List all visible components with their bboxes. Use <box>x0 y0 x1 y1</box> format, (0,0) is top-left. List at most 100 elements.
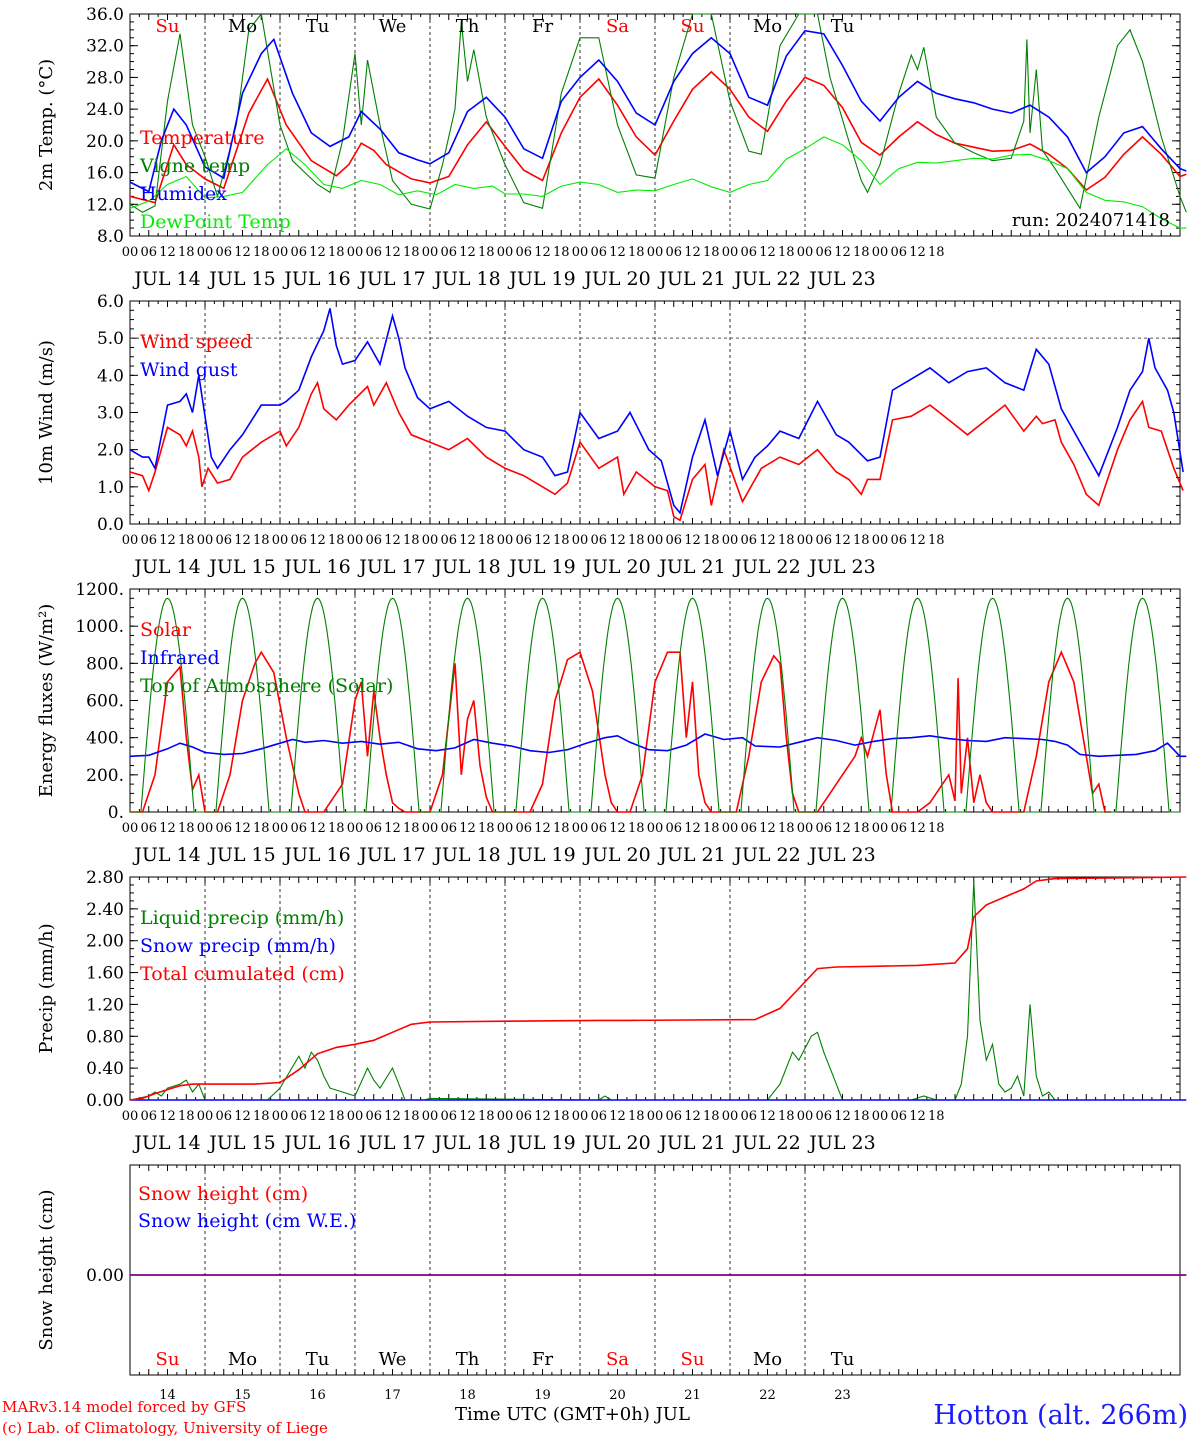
panel-4: 0.00 0.40 0.80 1.20 1.60 2.00 2.40 2.80 Precip (… <box>36 868 1187 1154</box>
hour-tick-label: 18 <box>928 245 945 260</box>
hour-tick-label: 12 <box>684 821 701 836</box>
hour-tick-label: 12 <box>309 533 326 548</box>
hour-tick-label: 12 <box>684 245 701 260</box>
hour-tick-label: 06 <box>365 245 382 260</box>
hour-tick-label: 12 <box>384 821 401 836</box>
hour-tick-label: 18 <box>253 821 270 836</box>
hour-tick-label: 18 <box>553 821 570 836</box>
hour-tick-label: 06 <box>290 533 307 548</box>
y-tick-label: 20.0 <box>86 132 124 152</box>
hour-tick-label: 18 <box>553 533 570 548</box>
day-label: JUL 20 <box>582 1132 650 1154</box>
hour-tick-label: 00 <box>722 533 739 548</box>
y-tick-label: 800. <box>86 654 124 674</box>
hour-tick-label: 00 <box>722 1109 739 1124</box>
hour-tick-label: 00 <box>272 821 289 836</box>
y-tick-label: 36.0 <box>86 5 124 25</box>
legend-entry: DewPoint Temp <box>140 211 291 233</box>
hour-tick-label: 06 <box>590 245 607 260</box>
hour-tick-label: 18 <box>328 533 345 548</box>
series-line <box>129 308 1184 515</box>
hour-tick-label: 00 <box>797 533 814 548</box>
hour-tick-label: 00 <box>422 533 439 548</box>
day-label: JUL 19 <box>507 556 575 578</box>
day-label: JUL 20 <box>582 844 650 866</box>
y-tick-label: 2.80 <box>86 868 124 888</box>
day-label: JUL 20 <box>582 556 650 578</box>
hour-tick-label: 00 <box>122 245 139 260</box>
hour-tick-label: 00 <box>797 1109 814 1124</box>
legend-entry: Snow precip (mm/h) <box>140 935 336 957</box>
hour-tick-label: 12 <box>159 245 176 260</box>
hour-tick-label: 00 <box>422 245 439 260</box>
y-tick-label: 2.40 <box>86 900 124 920</box>
hour-tick-label: 06 <box>215 1109 232 1124</box>
y-tick-label: 1.0 <box>97 478 124 498</box>
weekday-label: Mo <box>753 16 782 37</box>
day-label: JUL 21 <box>657 556 725 578</box>
hour-tick-label: 12 <box>834 821 851 836</box>
day-label: JUL 23 <box>807 1132 875 1154</box>
series-line <box>129 876 1187 1101</box>
hour-tick-label: 00 <box>197 1109 214 1124</box>
hour-tick-label: 06 <box>740 821 757 836</box>
hour-tick-label: 00 <box>722 821 739 836</box>
model-credit: MARv3.14 model forced by GFS <box>2 1398 247 1416</box>
hour-tick-label: 12 <box>609 533 626 548</box>
hour-tick-label: 00 <box>797 245 814 260</box>
hour-tick-label: 06 <box>290 1109 307 1124</box>
hour-tick-label: 06 <box>665 821 682 836</box>
weekday-label: Su <box>681 16 705 37</box>
weekday-label: Tu <box>306 16 330 37</box>
hour-tick-label: 12 <box>384 1109 401 1124</box>
y-tick-label: 0.00 <box>86 1266 124 1286</box>
hour-tick-label: 00 <box>197 245 214 260</box>
hour-tick-label: 12 <box>834 1109 851 1124</box>
y-tick-label: 600. <box>86 692 124 712</box>
series-line <box>130 650 1112 813</box>
hour-tick-label: 00 <box>197 821 214 836</box>
y-axis-title: 2m Temp. (°C) <box>36 59 57 191</box>
hour-tick-label: 18 <box>178 245 195 260</box>
x-axis-title: Time UTC (GMT+0h) JUL <box>455 1404 690 1425</box>
hour-tick-label: 00 <box>872 1109 889 1124</box>
hour-tick-label: 00 <box>572 1109 589 1124</box>
hour-tick-label: 06 <box>215 245 232 260</box>
hour-tick-label: 18 <box>778 821 795 836</box>
hour-tick-label: 06 <box>365 533 382 548</box>
y-tick-label: 200. <box>86 766 124 786</box>
y-tick-label: 1.20 <box>86 995 124 1015</box>
hour-tick-label: 18 <box>778 1109 795 1124</box>
hour-tick-label: 00 <box>347 821 364 836</box>
series-line <box>129 733 1187 758</box>
day-number: 21 <box>684 1388 701 1403</box>
hour-tick-label: 12 <box>684 1109 701 1124</box>
weekday-label: Tu <box>306 1349 330 1370</box>
day-label: JUL 23 <box>807 844 875 866</box>
hour-tick-label: 00 <box>347 1109 364 1124</box>
hour-tick-label: 00 <box>572 245 589 260</box>
plot-frame <box>129 300 1181 525</box>
hour-tick-label: 18 <box>178 821 195 836</box>
hour-tick-label: 06 <box>590 821 607 836</box>
hour-tick-label: 18 <box>553 245 570 260</box>
hour-tick-label: 06 <box>440 533 457 548</box>
legend-entry: Snow height (cm) <box>138 1183 308 1205</box>
legend-entry: Top of Atmosphere (Solar) <box>140 675 393 697</box>
hour-tick-label: 12 <box>459 821 476 836</box>
series-line <box>129 29 1187 193</box>
day-label: JUL 15 <box>207 268 275 290</box>
hour-tick-label: 12 <box>759 1109 776 1124</box>
day-number: 15 <box>234 1388 251 1403</box>
hour-tick-label: 00 <box>872 533 889 548</box>
hour-tick-label: 00 <box>872 821 889 836</box>
hour-tick-label: 12 <box>459 245 476 260</box>
hour-tick-label: 00 <box>572 821 589 836</box>
hour-tick-label: 12 <box>609 1109 626 1124</box>
hour-tick-label: 06 <box>290 245 307 260</box>
hour-tick-label: 06 <box>365 1109 382 1124</box>
day-label: JUL 18 <box>432 1132 500 1154</box>
hour-tick-label: 06 <box>890 821 907 836</box>
hour-tick-label: 12 <box>234 1109 251 1124</box>
hour-tick-label: 18 <box>403 245 420 260</box>
